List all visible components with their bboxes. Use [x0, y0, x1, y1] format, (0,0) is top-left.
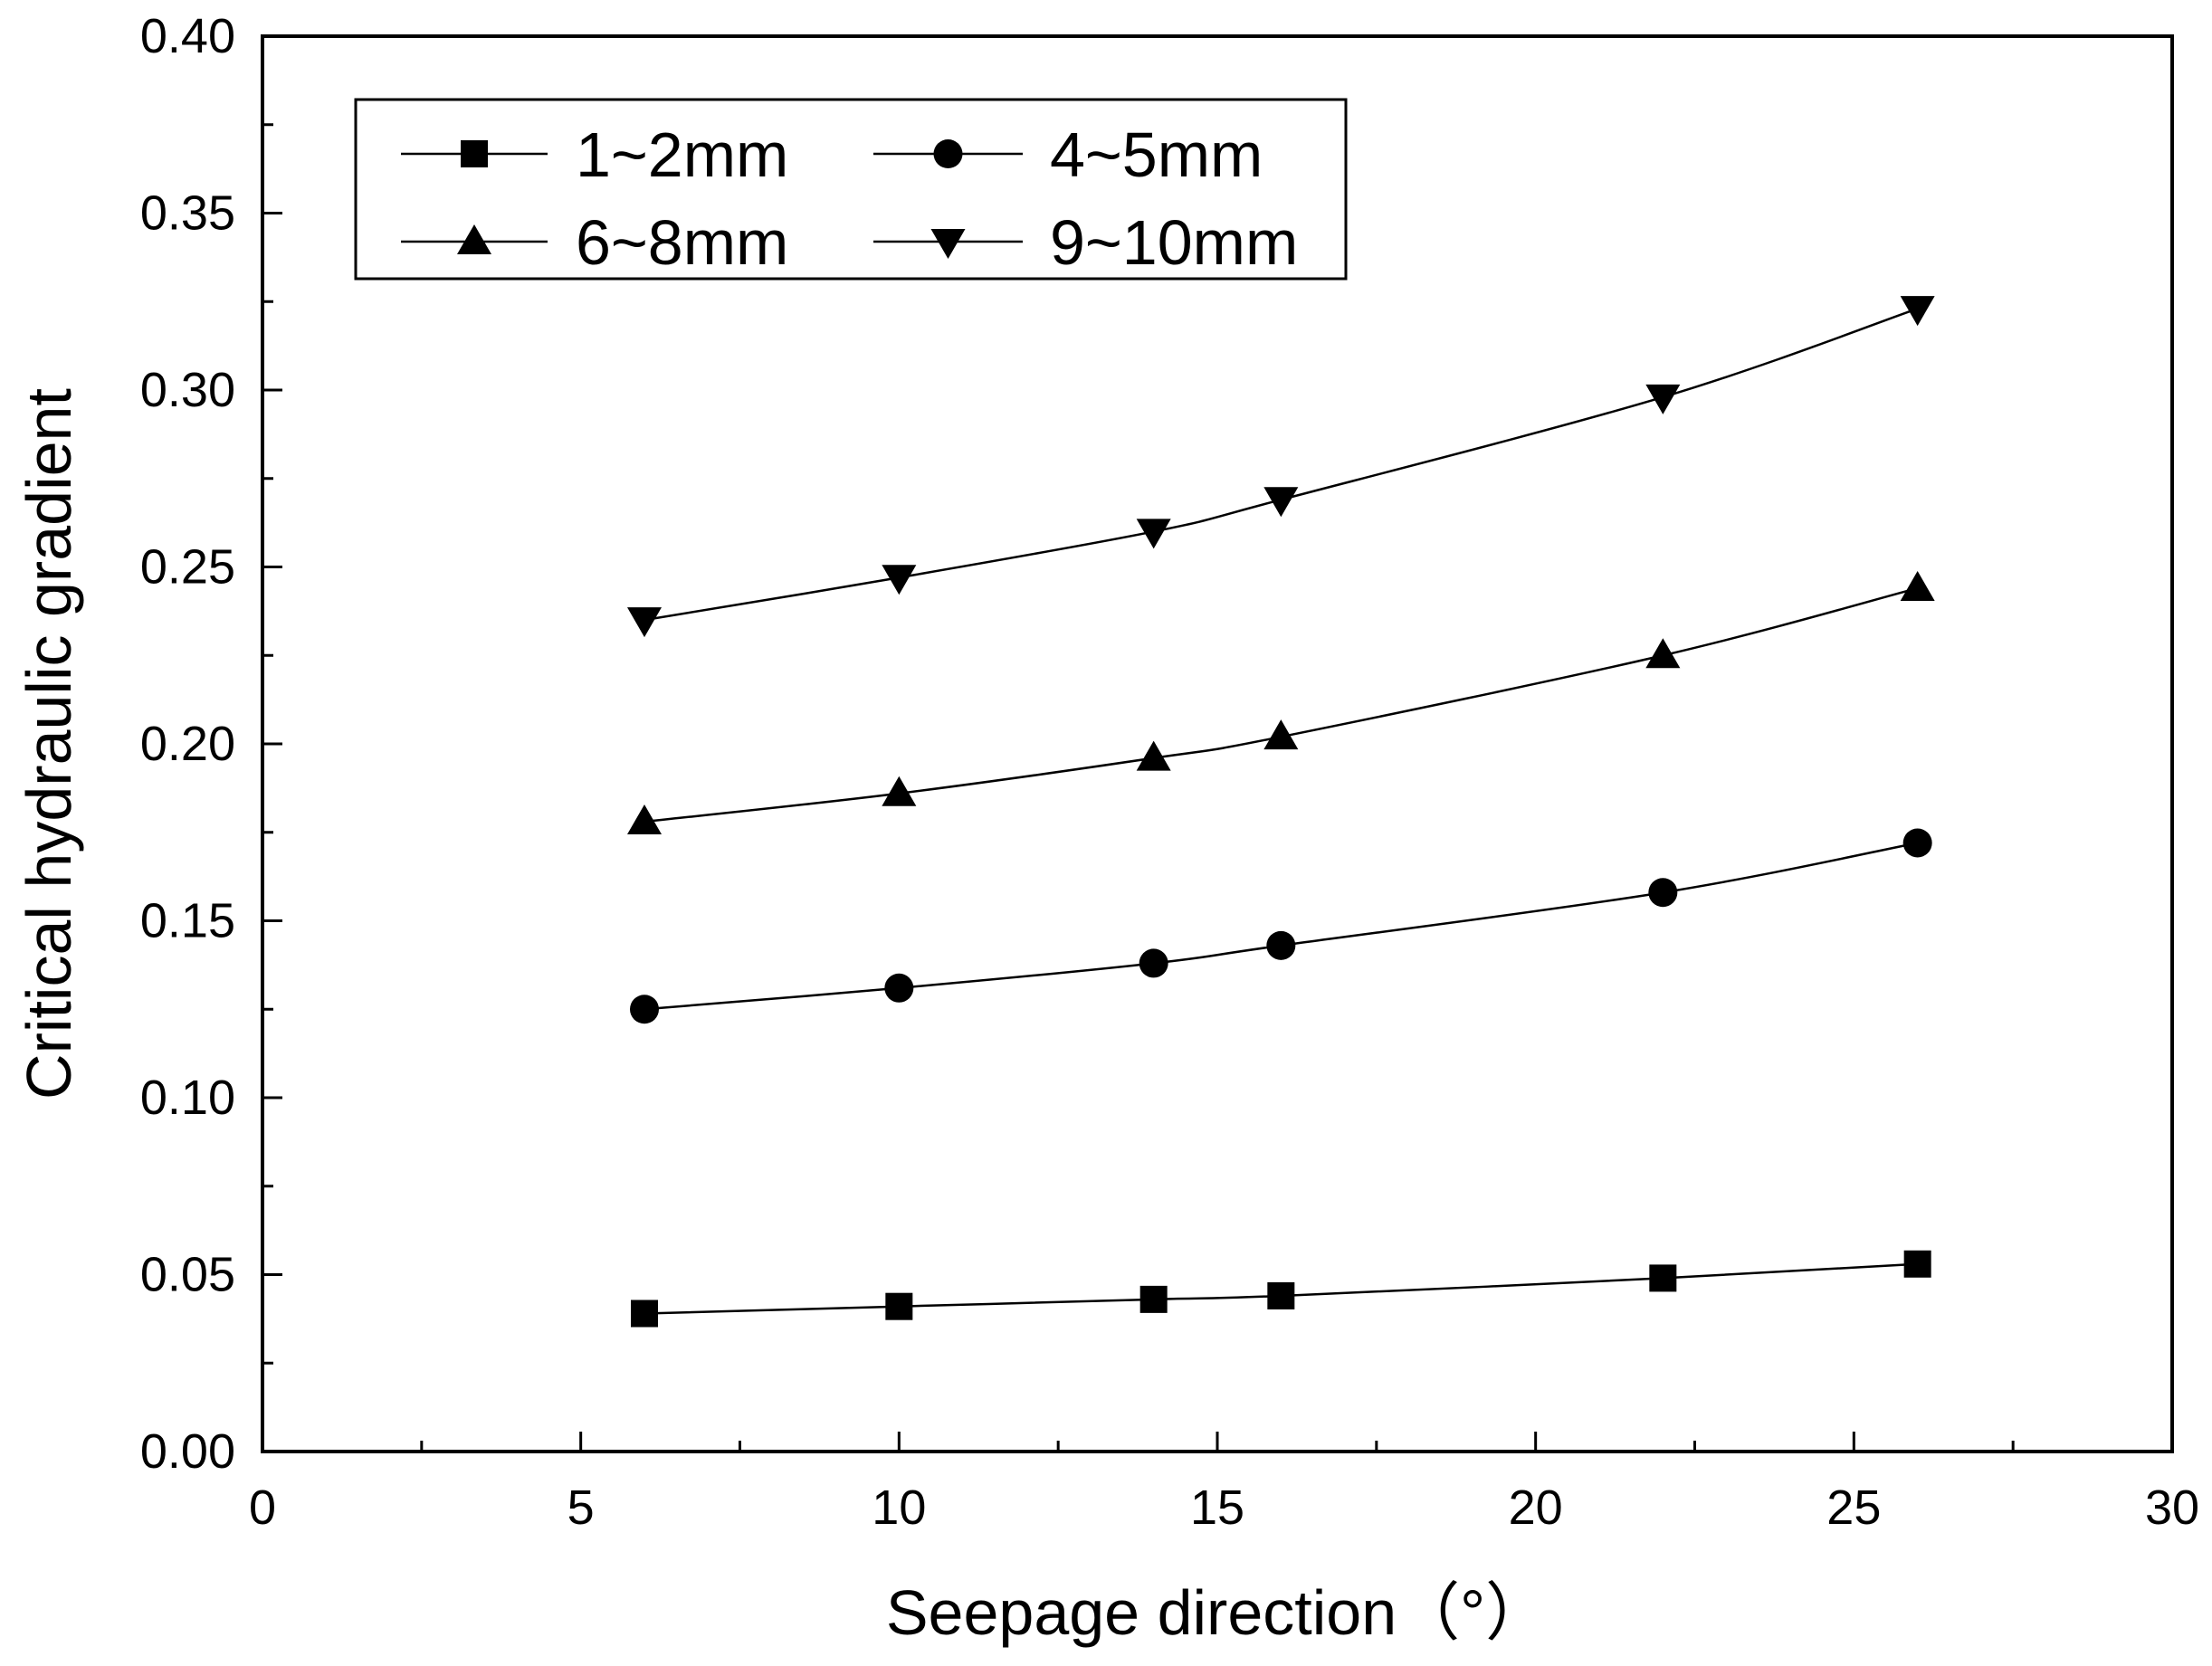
legend-marker — [930, 229, 966, 259]
data-point — [1139, 1285, 1168, 1313]
series-line — [644, 307, 1919, 622]
y-tick-label: 0.00 — [140, 1424, 235, 1479]
data-point — [882, 776, 917, 806]
y-tick-label: 0.30 — [140, 363, 235, 417]
legend-marker — [933, 139, 963, 168]
data-point — [882, 565, 917, 595]
x-tick-label: 15 — [1190, 1480, 1244, 1535]
y-tick-label: 0.20 — [140, 717, 235, 771]
data-point — [1645, 384, 1681, 414]
data-point — [1900, 570, 1935, 601]
x-tick-label: 10 — [872, 1480, 926, 1535]
y-tick-label: 0.35 — [140, 186, 235, 241]
legend-entry: 1~2mm — [401, 119, 788, 190]
y-tick-label: 0.10 — [140, 1071, 235, 1125]
y-axis-label: Critical hydraulic gradient — [14, 388, 84, 1100]
legend-marker — [461, 140, 488, 167]
data-point — [1903, 1250, 1931, 1278]
series-line — [644, 842, 1918, 1011]
legend-box — [354, 98, 1348, 281]
data-point — [1266, 930, 1296, 960]
data-point — [627, 607, 662, 638]
data-point — [1645, 638, 1681, 669]
legend-marker — [457, 224, 491, 254]
data-point — [1136, 519, 1171, 549]
data-point — [1263, 487, 1299, 518]
x-tick-label: 25 — [1826, 1480, 1881, 1535]
data-point — [627, 804, 662, 835]
data-point — [1649, 1264, 1677, 1292]
data-point — [630, 995, 659, 1024]
legend-label: 6~8mm — [576, 207, 788, 278]
x-axis-label: Seepage direction（°） — [886, 1577, 1549, 1648]
legend-label: 9~10mm — [1050, 207, 1298, 278]
x-axis-ticks: 0 5 10 15 20 25 30 — [249, 1432, 2199, 1535]
legend: 1~2mm 4~5mm 6~8mm 9~10mm — [354, 98, 1348, 281]
data-point — [1263, 719, 1299, 750]
data-point — [1902, 828, 1932, 858]
x-tick-label: 0 — [249, 1480, 276, 1535]
y-tick-label: 0.05 — [140, 1248, 235, 1302]
y-tick-label: 0.40 — [140, 9, 235, 63]
data-point — [884, 973, 914, 1003]
legend-entry: 4~5mm — [873, 119, 1263, 190]
data-point — [631, 1299, 658, 1328]
data-point — [885, 1292, 913, 1320]
data-point — [1648, 878, 1678, 908]
legend-entry: 6~8mm — [401, 207, 788, 278]
y-tick-label: 0.25 — [140, 540, 235, 595]
legend-entry: 9~10mm — [873, 207, 1298, 278]
y-tick-label: 0.15 — [140, 894, 235, 948]
data-point — [1139, 948, 1168, 978]
data-point — [1136, 740, 1171, 771]
series-line — [644, 1262, 1918, 1315]
x-tick-label: 5 — [567, 1480, 595, 1535]
x-tick-label: 30 — [2145, 1480, 2199, 1535]
y-axis-ticks: 0.00 0.05 0.10 0.15 0.20 0.25 0.30 0.35 0.40 — [140, 9, 282, 1479]
series-line — [644, 586, 1918, 823]
series-layer — [627, 296, 1935, 1328]
series-9~10mm — [627, 296, 1935, 638]
x-tick-label: 20 — [1509, 1480, 1563, 1535]
legend-label: 4~5mm — [1050, 119, 1263, 190]
data-point — [1267, 1281, 1295, 1309]
legend-label: 1~2mm — [576, 119, 788, 190]
data-point — [1900, 296, 1935, 327]
series-4~5mm — [630, 828, 1932, 1024]
series-6~8mm — [627, 570, 1935, 835]
series-1~2mm — [631, 1250, 1931, 1328]
